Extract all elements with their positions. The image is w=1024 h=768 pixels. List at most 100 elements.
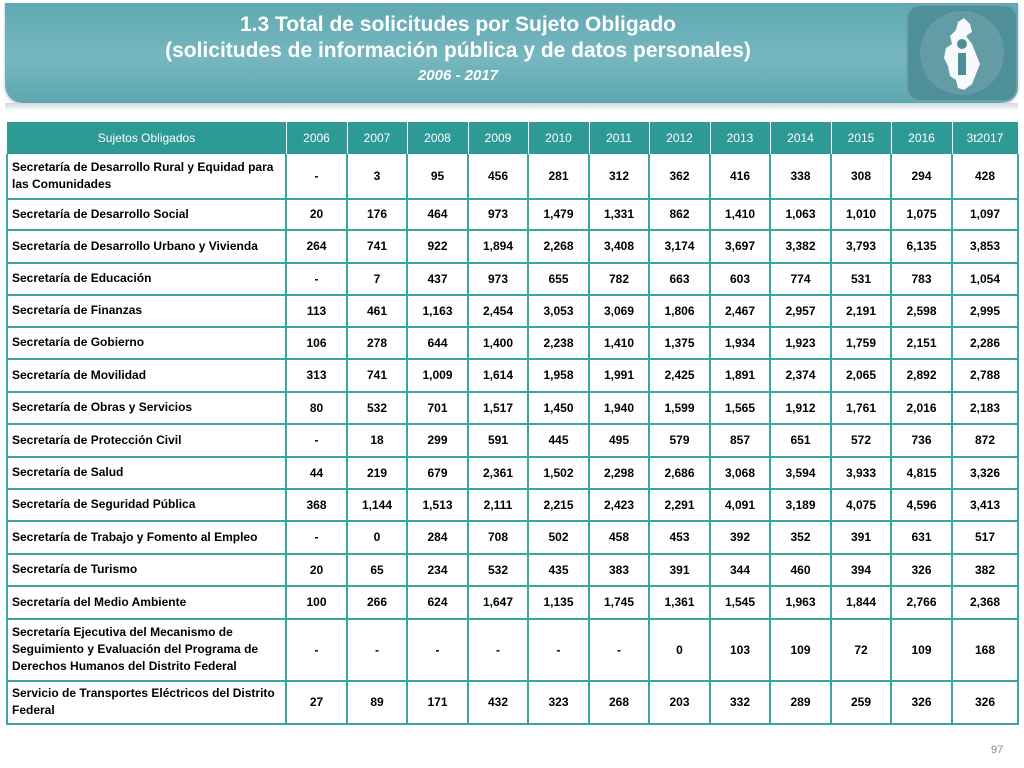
cell-value: 1,934 [710, 326, 771, 360]
cell-value: 416 [710, 154, 771, 200]
cell-value: - [286, 520, 348, 555]
cell-value: 113 [286, 294, 348, 328]
cell-value: 2,425 [649, 358, 711, 393]
cell-value: 1,097 [952, 198, 1019, 231]
cell-value: 2,215 [528, 488, 590, 522]
cell-value: 3,068 [710, 456, 771, 490]
cell-value: 2,374 [770, 358, 832, 393]
cell-value: 332 [710, 680, 771, 725]
table-row: Secretaría de Desarrollo Urbano y Vivien… [6, 229, 1019, 264]
cell-value: 20 [286, 553, 348, 587]
cell-value: 1,410 [589, 326, 650, 360]
cell-value: - [468, 618, 529, 682]
cell-value: 973 [468, 198, 529, 231]
cell-value: 458 [589, 520, 650, 555]
cell-value: 344 [710, 553, 771, 587]
cell-value: 168 [952, 618, 1019, 682]
row-subject-name: Secretaría de Trabajo y Fomento al Emple… [6, 520, 287, 555]
cell-value: 456 [468, 154, 529, 200]
cell-value: 3,853 [952, 229, 1019, 264]
cell-value: 1,958 [528, 358, 590, 393]
cell-value: 1,745 [589, 585, 650, 620]
cell-value: - [589, 618, 650, 682]
cell-value: 1,054 [952, 262, 1019, 296]
cell-value: 2,686 [649, 456, 711, 490]
table-header-row: Sujetos Obligados 2006 2007 2008 2009 2010 201… [6, 121, 1019, 155]
cell-value: 0 [347, 520, 408, 555]
cell-value: 65 [347, 553, 408, 587]
cell-value: 18 [347, 423, 408, 458]
cell-value: 651 [770, 423, 832, 458]
cell-value: 2,892 [891, 358, 953, 393]
cell-value: 460 [770, 553, 832, 587]
cell-value: 308 [831, 154, 892, 200]
column-header-year: 2016 [890, 121, 953, 155]
cell-value: 461 [347, 294, 408, 328]
cell-value: 1,844 [831, 585, 892, 620]
cell-value: 2,065 [831, 358, 892, 393]
title-banner [5, 3, 1018, 103]
cell-value: 624 [407, 585, 469, 620]
cell-value: 453 [649, 520, 711, 555]
cell-value: 383 [589, 553, 650, 587]
cell-value: 502 [528, 520, 590, 555]
cell-value: 428 [952, 154, 1019, 200]
cell-value: 1,894 [468, 229, 529, 264]
cell-value: 289 [770, 680, 832, 725]
table-row: Secretaría de Educación -7 437 973 655 782 663… [6, 262, 1019, 296]
cell-value: 741 [347, 229, 408, 264]
title-years: 2006 - 2017 [417, 67, 499, 84]
cell-value: 382 [952, 553, 1019, 587]
table-row: Secretaría de Movilidad 313 741 1,009 1,614 1… [6, 358, 1019, 393]
row-subject-name: Secretaría de Desarrollo Rural y Equidad… [6, 154, 287, 200]
row-subject-name: Secretaría de Desarrollo Social [6, 198, 287, 231]
row-subject-name: Servicio de Transportes Eléctricos del D… [6, 680, 287, 725]
cell-value: 1,010 [831, 198, 892, 231]
cell-value: 323 [528, 680, 590, 725]
cell-value: 176 [347, 198, 408, 231]
row-subject-name: Secretaría de Obras y Servicios [6, 391, 287, 425]
cell-value: 862 [649, 198, 711, 231]
cell-value: 464 [407, 198, 469, 231]
cell-value: 3,413 [952, 488, 1019, 522]
cell-value: 1,502 [528, 456, 590, 490]
cell-value: 437 [407, 262, 469, 296]
cell-value: 741 [347, 358, 408, 393]
cell-value: 2,788 [952, 358, 1019, 393]
cell-value: - [528, 618, 590, 682]
cell-value: 44 [286, 456, 348, 490]
cell-value: 106 [286, 326, 348, 360]
table-row: Secretaría de Salud 44 219 679 2,361 1,502 2,2… [6, 456, 1019, 490]
cell-value: 89 [347, 680, 408, 725]
cell-value: 1,940 [589, 391, 650, 425]
row-subject-name: Secretaría de Desarrollo Urbano y Vivien… [6, 229, 287, 264]
table-row: Secretaría de Trabajo y Fomento al Emple… [6, 520, 1019, 555]
cell-value: 579 [649, 423, 711, 458]
cell-value: 736 [891, 423, 953, 458]
cell-value: 435 [528, 553, 590, 587]
cell-value: 4,091 [710, 488, 771, 522]
row-subject-name: Secretaría de Educación [6, 262, 287, 296]
cell-value: 2,183 [952, 391, 1019, 425]
cell-value: 495 [589, 423, 650, 458]
cell-value: 1,361 [649, 585, 711, 620]
cell-value: 2,268 [528, 229, 590, 264]
column-header-subject: Sujetos Obligados [6, 121, 287, 155]
cell-value: 531 [831, 262, 892, 296]
cell-value: 3,326 [952, 456, 1019, 490]
cell-value: 3 [347, 154, 408, 200]
cell-value: 783 [891, 262, 953, 296]
column-header-year: 2009 [467, 121, 529, 155]
cell-value: 392 [710, 520, 771, 555]
cell-value: 234 [407, 553, 469, 587]
cell-value: 95 [407, 154, 469, 200]
table-row: Secretaría de Turismo 20 65 234 532 435 383 391… [6, 553, 1019, 587]
cell-value: 1,063 [770, 198, 832, 231]
cell-value: 2,151 [891, 326, 953, 360]
cell-value: 313 [286, 358, 348, 393]
cell-value: 1,517 [468, 391, 529, 425]
cell-value: 171 [407, 680, 469, 725]
cell-value: 1,075 [891, 198, 953, 231]
table-row: Secretaría de Gobierno 106 278 644 1,400 2,23… [6, 326, 1019, 360]
cell-value: 264 [286, 229, 348, 264]
